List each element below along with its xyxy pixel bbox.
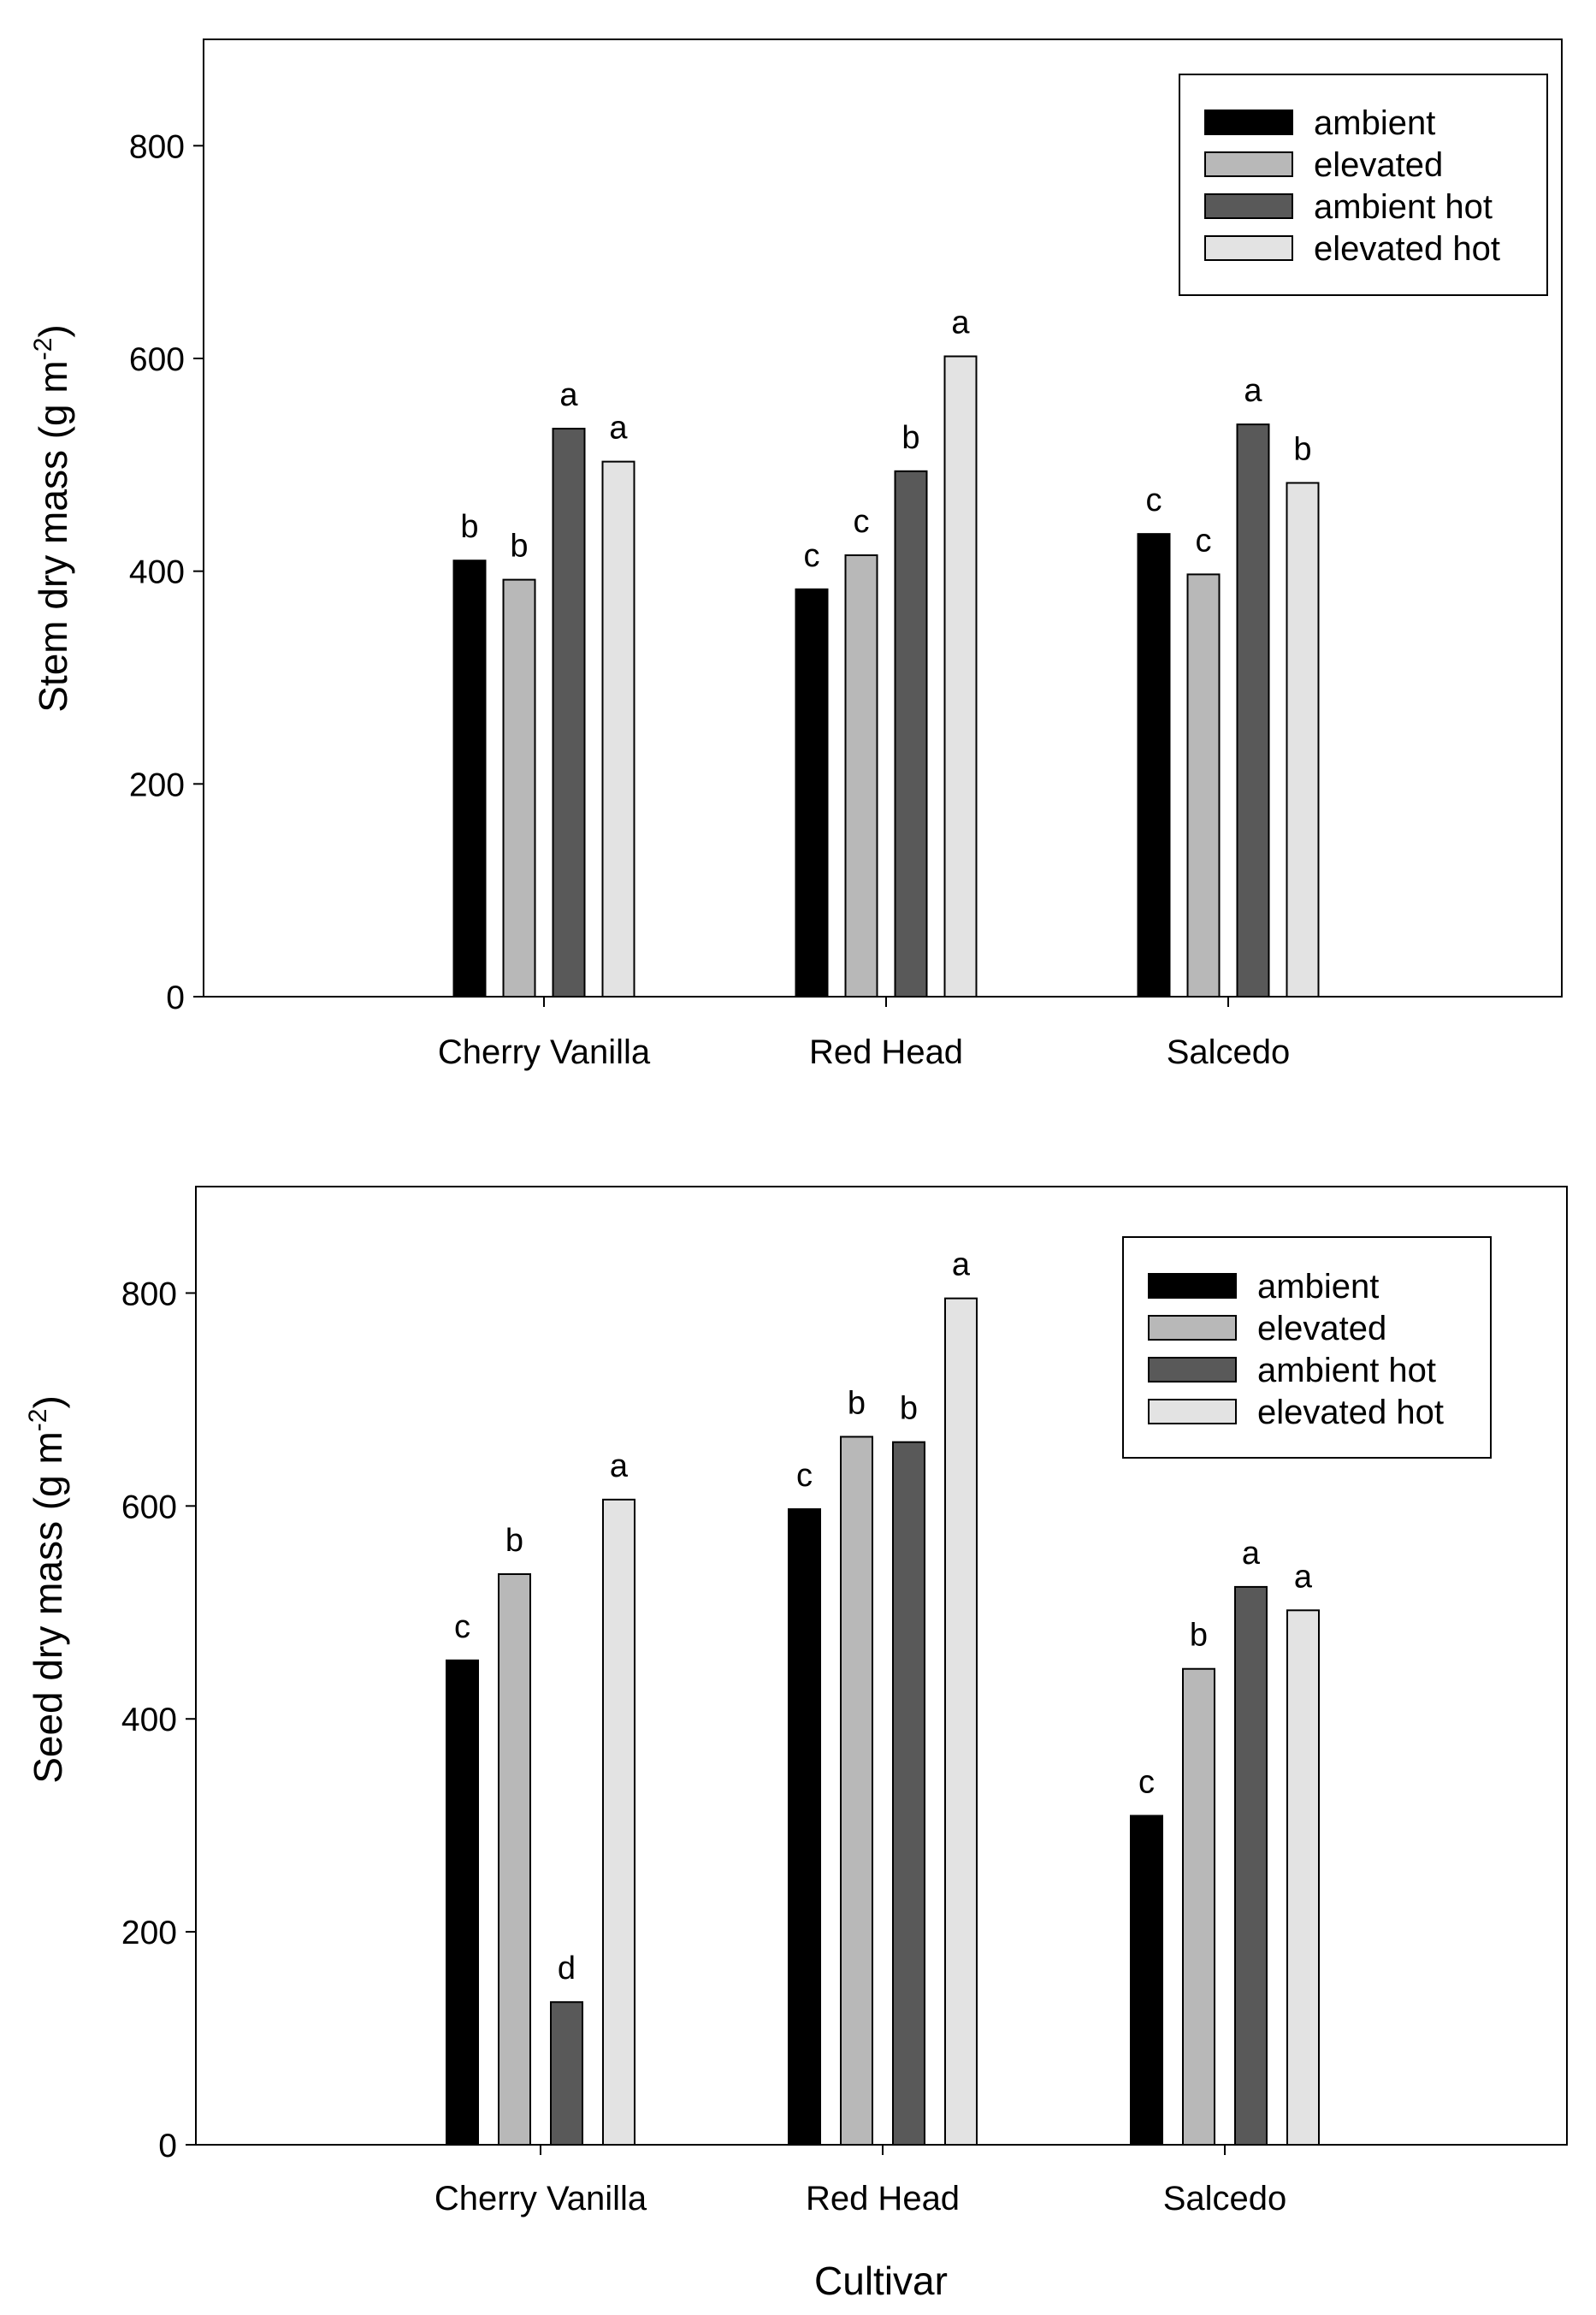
bar-elevated-hot-cherry-vanilla — [601, 460, 635, 998]
y-tick-label: 400 — [129, 554, 185, 591]
category-label-salcedo: Salcedo — [1167, 1033, 1291, 1071]
significance-letter: a — [1242, 1536, 1261, 1572]
bar-elevated-hot-red-head — [944, 1297, 978, 2146]
legend-swatch-elevated-hot — [1204, 235, 1293, 261]
legend-label-elevated-hot: elevated hot — [1314, 230, 1500, 268]
legend: ambient elevated ambient hot elevated hot — [1179, 74, 1548, 296]
bar-ambient-salcedo — [1137, 533, 1171, 998]
y-tick-label: 0 — [158, 2128, 177, 2164]
significance-letter: c — [454, 1609, 470, 1645]
significance-letter: b — [510, 529, 528, 565]
legend-swatch-ambient-hot — [1148, 1357, 1237, 1382]
bar-elevated-cherry-vanilla — [498, 1572, 531, 2146]
significance-letter: d — [558, 1951, 576, 1986]
legend-swatch-elevated — [1204, 151, 1293, 177]
y-tick-label: 800 — [121, 1276, 177, 1312]
legend-swatch-elevated — [1148, 1315, 1237, 1341]
bar-elevated-salcedo — [1186, 573, 1221, 998]
significance-letter: c — [1138, 1764, 1155, 1800]
bar-elevated-hot-salcedo — [1286, 1609, 1320, 2146]
legend-label-ambient: ambient — [1314, 104, 1435, 142]
legend-swatch-elevated-hot — [1148, 1399, 1237, 1424]
legend-label-elevated: elevated — [1314, 146, 1443, 184]
significance-letter: a — [952, 1247, 971, 1283]
significance-letter: a — [1244, 373, 1262, 409]
bar-ambient-hot-red-head — [892, 1441, 925, 2146]
legend-swatch-ambient — [1148, 1273, 1237, 1299]
seed-dry-mass-chart: 0 200 400 600 800 Cherry Vanilla Red Head Salce… — [24, 1186, 1568, 2217]
significance-letter: a — [1294, 1559, 1313, 1595]
significance-letter: b — [1293, 431, 1311, 467]
significance-letter: b — [901, 420, 919, 456]
significance-letter: c — [796, 1458, 813, 1494]
bar-elevated-red-head — [844, 554, 878, 998]
significance-letter: a — [951, 305, 970, 341]
significance-letter: b — [460, 509, 478, 545]
category-label-red-head: Red Head — [806, 2180, 960, 2217]
bar-ambient-cherry-vanilla — [452, 560, 487, 998]
bar-elevated-red-head — [840, 1436, 873, 2146]
legend-label-ambient-hot: ambient hot — [1314, 188, 1493, 226]
y-tick-label: 200 — [129, 767, 185, 803]
legend-label-ambient-hot: ambient hot — [1257, 1352, 1436, 1389]
bar-ambient-hot-red-head — [894, 470, 928, 998]
bar-elevated-hot-salcedo — [1286, 482, 1320, 998]
plot-frame — [195, 1186, 1568, 2146]
plot-frame — [203, 38, 1563, 998]
y-tick-label: 0 — [166, 980, 185, 1016]
significance-letter: c — [1196, 523, 1212, 559]
category-label-salcedo: Salcedo — [1163, 2180, 1287, 2217]
category-label-cherry-vanilla: Cherry Vanilla — [434, 2180, 647, 2217]
y-tick-label: 600 — [129, 341, 185, 378]
bar-ambient-red-head — [788, 1508, 821, 2146]
y-tick-label: 400 — [121, 1702, 177, 1738]
significance-letter: a — [559, 377, 578, 413]
significance-letter: b — [1190, 1618, 1208, 1654]
stem-dry-mass-chart: 0 200 400 600 800 Cherry Vanilla Red Head Salce… — [29, 38, 1563, 1071]
legend-swatch-ambient-hot — [1204, 193, 1293, 219]
significance-letter: b — [848, 1385, 866, 1421]
bar-ambient-salcedo — [1130, 1815, 1163, 2146]
category-label-red-head: Red Head — [809, 1033, 963, 1071]
significance-letter: a — [609, 411, 628, 447]
legend-label-elevated: elevated — [1257, 1310, 1386, 1347]
bar-ambient-hot-cherry-vanilla — [552, 428, 586, 998]
bar-ambient-hot-salcedo — [1236, 423, 1270, 998]
significance-letter: b — [505, 1523, 523, 1559]
y-tick-label: 800 — [129, 128, 185, 165]
y-axis-title: Seed dry mass (g m-2) — [24, 1395, 70, 1784]
bar-ambient-hot-cherry-vanilla — [550, 2001, 583, 2146]
bar-ambient-cherry-vanilla — [446, 1659, 479, 2146]
significance-letter: a — [610, 1448, 629, 1484]
legend-label-ambient: ambient — [1257, 1268, 1379, 1306]
significance-letter: c — [1146, 483, 1162, 518]
bar-elevated-cherry-vanilla — [502, 578, 536, 998]
legend-swatch-ambient — [1204, 110, 1293, 135]
bar-elevated-salcedo — [1182, 1667, 1215, 2146]
bar-ambient-hot-salcedo — [1234, 1585, 1268, 2146]
significance-letter: b — [900, 1391, 918, 1427]
legend: ambient elevated ambient hot elevated hot — [1122, 1236, 1492, 1459]
significance-letter: c — [804, 538, 820, 574]
legend-label-elevated-hot: elevated hot — [1257, 1394, 1444, 1431]
bar-elevated-hot-cherry-vanilla — [602, 1498, 635, 2146]
category-label-cherry-vanilla: Cherry Vanilla — [438, 1033, 651, 1071]
x-axis-title: Cultivar — [814, 2259, 948, 2303]
y-axis-title: Stem dry mass (g m-2) — [29, 324, 75, 713]
y-tick-label: 200 — [121, 1915, 177, 1951]
bar-ambient-red-head — [795, 588, 829, 998]
significance-letter: c — [854, 504, 870, 540]
y-tick-label: 600 — [121, 1489, 177, 1525]
bar-elevated-hot-red-head — [943, 355, 978, 998]
